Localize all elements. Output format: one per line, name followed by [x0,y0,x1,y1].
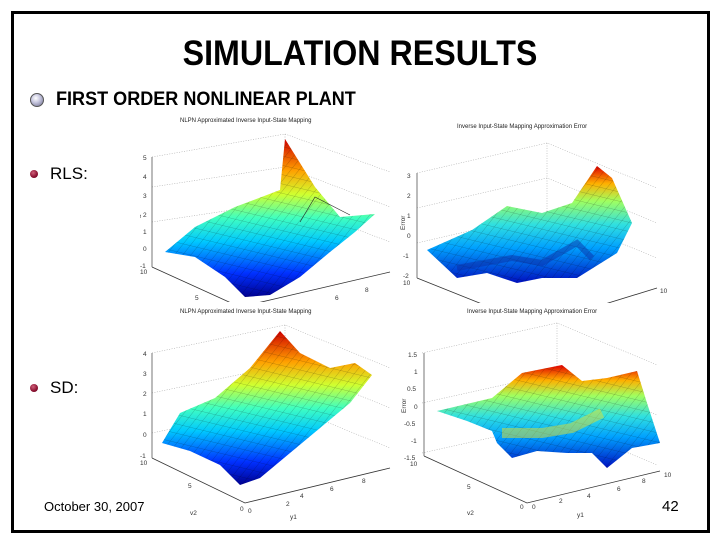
svg-text:10: 10 [140,269,148,276]
svg-text:2: 2 [407,193,411,200]
svg-text:4: 4 [300,493,304,500]
svg-text:0: 0 [143,432,147,439]
svg-text:2: 2 [143,391,147,398]
svg-text:-2: -2 [403,273,409,280]
svg-text:4: 4 [587,493,591,500]
svg-text:0: 0 [520,504,524,511]
slide-title: SIMULATION RESULTS [182,34,538,73]
svg-text:5: 5 [467,484,471,491]
plot-title: Inverse Input-State Mapping Approximatio… [457,124,587,130]
svg-text:2: 2 [143,212,147,219]
svg-text:4: 4 [143,351,147,358]
svg-text:0: 0 [240,506,244,513]
svg-text:-1: -1 [140,453,146,460]
footer-date: October 30, 2007 [44,499,145,514]
svg-text:u: u [140,214,143,218]
svg-text:-1: -1 [140,263,146,270]
svg-text:8: 8 [642,478,646,485]
svg-text:10: 10 [403,280,411,287]
svg-text:10: 10 [410,461,418,468]
row-label-rls: RLS: [30,164,88,184]
z-axis-label: Error [401,398,408,413]
row-label-text: SD: [50,378,79,397]
svg-text:10: 10 [140,460,148,467]
svg-text:0: 0 [407,233,411,240]
svg-text:2: 2 [286,501,290,508]
svg-text:-1: -1 [403,253,409,260]
sphere-bullet-icon [30,93,44,107]
svg-text:5: 5 [188,483,192,490]
svg-text:5: 5 [195,295,199,302]
svg-text:8: 8 [362,478,366,485]
row-label-text: RLS: [50,164,88,183]
svg-text:6: 6 [330,486,334,493]
plot-rls-error: Inverse Input-State Mapping Approximatio… [392,118,692,303]
plot-title: NLPN Approximated Inverse Input-State Ma… [180,118,311,124]
svg-text:0: 0 [414,404,418,411]
y-axis-label: v2 [190,510,197,517]
svg-text:4: 4 [143,174,147,181]
svg-text:1: 1 [407,213,411,220]
svg-text:1: 1 [414,369,418,376]
row-label-sd: SD: [30,378,78,398]
svg-text:6: 6 [335,295,339,302]
round-bullet-icon [30,170,38,178]
svg-text:3: 3 [143,371,147,378]
svg-text:1.5: 1.5 [408,352,417,359]
plot-title: NLPN Approximated Inverse Input-State Ma… [180,309,311,315]
svg-text:5: 5 [143,155,147,162]
svg-text:6: 6 [617,486,621,493]
svg-text:1: 1 [143,229,147,236]
page-number: 42 [662,498,679,515]
subtitle-text: FIRST ORDER NONLINEAR PLANT [56,89,356,110]
x-axis-label: y1 [577,512,584,519]
svg-text:10: 10 [664,472,672,479]
svg-text:1: 1 [143,411,147,418]
z-axis-label: Error [400,215,407,230]
plot-sd-error: Inverse Input-State Mapping Approximatio… [392,303,692,523]
svg-text:0: 0 [143,246,147,253]
svg-text:0: 0 [532,504,536,511]
svg-text:0.5: 0.5 [407,386,416,393]
svg-text:3: 3 [407,173,411,180]
slide-frame [11,11,710,533]
svg-text:0: 0 [248,508,252,515]
svg-text:3: 3 [143,193,147,200]
svg-text:8: 8 [365,287,369,294]
svg-text:2: 2 [559,498,563,505]
y-axis-label: v2 [467,510,474,517]
subtitle-row: FIRST ORDER NONLINEAR PLANT [30,89,372,111]
plot-sd-mapping: NLPN Approximated Inverse Input-State Ma… [140,303,400,523]
x-axis-label: y1 [290,514,297,521]
round-bullet-icon [30,384,38,392]
svg-text:-0.5: -0.5 [404,421,416,428]
svg-text:-1.5: -1.5 [404,455,416,462]
svg-text:-1: -1 [411,438,417,445]
svg-text:10: 10 [660,288,668,295]
plot-rls-mapping: NLPN Approximated Inverse Input-State Ma… [140,112,400,302]
plot-title: Inverse Input-State Mapping Approximatio… [467,309,597,315]
